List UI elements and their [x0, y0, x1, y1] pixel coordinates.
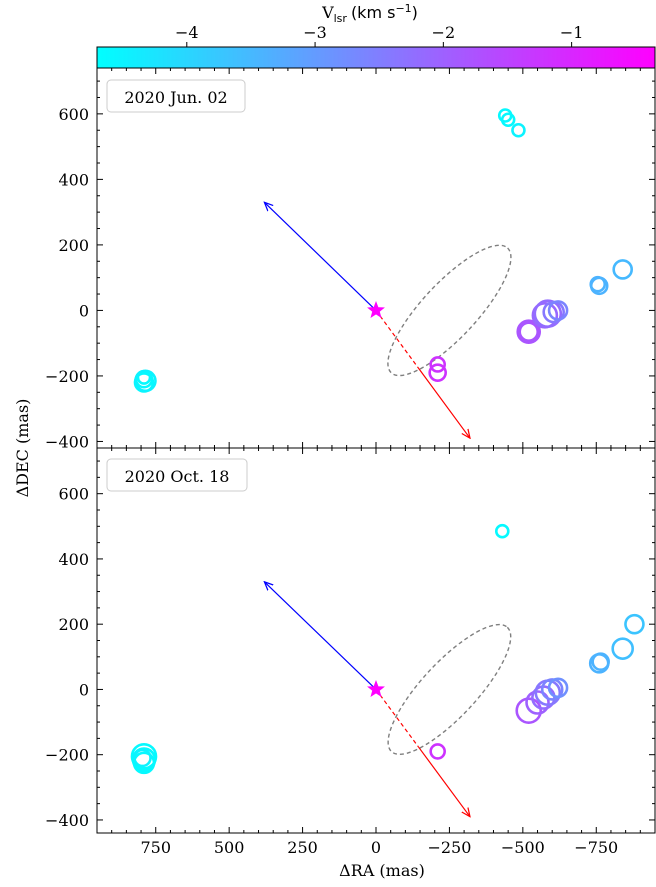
colorbar-tick-label: −4: [175, 23, 199, 42]
red-outflow-arrow: [417, 746, 470, 817]
maser-spot: [516, 319, 542, 345]
maser-spot: [547, 677, 569, 699]
maser-spot: [429, 743, 446, 760]
y-tick-label: 400: [58, 170, 89, 189]
y-tick-label: 600: [58, 105, 89, 124]
y-tick-label: 200: [58, 236, 89, 255]
maser-spot: [133, 748, 152, 768]
maser-spot: [134, 369, 157, 393]
maser-spot: [130, 743, 158, 770]
panel-bottom-title: 2020 Oct. 18: [125, 467, 230, 486]
panel-top: −400 −200 0 200 400 600 2020 Jun. 02: [45, 67, 656, 451]
x-tick-label: −250: [427, 838, 471, 857]
y-tick-label: 0: [79, 301, 89, 320]
panel-bottom: −400 −200 0 200 400 600 750 500 250 0 −250 −500 −750…: [45, 447, 656, 857]
x-tick-label: 500: [214, 838, 245, 857]
maser-spot: [533, 299, 563, 328]
maser-spot: [500, 112, 516, 128]
x-tick-label: −500: [501, 838, 545, 857]
x-tick-label: 0: [371, 838, 381, 857]
panel-ticks: −400 −200 0 200 400 600 750 500 250 0 −250 −500 −750: [45, 448, 655, 857]
colorbar-ticks: −4 −3 −2 −1: [175, 23, 583, 47]
y-tick-label: −400: [45, 432, 89, 451]
maser-spot: [132, 751, 156, 775]
panel-ticks: −400 −200 0 200 400 600: [45, 68, 655, 451]
colorbar-gradient: [96, 46, 656, 69]
maser-spot: [429, 356, 446, 373]
red-outflow-arrow-dashed: [375, 310, 419, 369]
colorbar: −4 −3 −2 −1 Vlsr (km s−1): [96, 2, 656, 69]
colorbar-tick-label: −1: [560, 23, 584, 42]
maser-spot: [515, 697, 543, 724]
star-icon: [367, 680, 385, 698]
disk-ellipse: [387, 623, 512, 756]
x-tick-label: 250: [287, 838, 318, 857]
y-tick-label: −400: [45, 811, 89, 830]
maser-spot: [624, 613, 645, 635]
red-outflow-arrow: [417, 367, 470, 438]
maser-spot: [518, 321, 540, 343]
panel-bottom-frame: [96, 447, 656, 834]
y-tick-label: 600: [58, 485, 89, 504]
panel-top-title: 2020 Jun. 02: [124, 88, 227, 107]
x-axis-title: ΔRA (mas): [339, 861, 425, 880]
maser-spot: [494, 523, 510, 539]
colorbar-tick-label: −3: [303, 23, 327, 42]
maser-spot: [131, 747, 157, 772]
y-axis-title: ΔDEC (mas): [13, 399, 32, 498]
panel-top-title-box: 2020 Jun. 02: [106, 79, 246, 113]
red-outflow-arrow-dashed: [375, 689, 419, 748]
y-tick-label: −200: [45, 367, 89, 386]
panel-bottom-title-box: 2020 Oct. 18: [106, 458, 248, 492]
blue-outflow-arrow: [264, 202, 377, 311]
y-tick-label: 0: [79, 680, 89, 699]
maser-spot: [589, 275, 607, 293]
maser-spot: [611, 637, 634, 660]
blue-outflow-arrow: [264, 582, 377, 690]
y-tick-label: 400: [58, 550, 89, 569]
maser-spot: [612, 259, 633, 280]
panel-top-frame: [96, 67, 656, 449]
disk-ellipse: [387, 244, 512, 377]
maser-spot: [428, 363, 447, 382]
colorbar-label: Vlsr (km s−1): [321, 2, 418, 25]
maser-spot: [547, 300, 569, 321]
x-tick-label: 750: [140, 838, 171, 857]
y-tick-label: 200: [58, 615, 89, 634]
x-tick-label: −750: [574, 838, 618, 857]
colorbar-tick-label: −2: [432, 23, 456, 42]
maser-spot: [591, 652, 610, 672]
maser-spot: [511, 122, 526, 138]
y-tick-label: −200: [45, 746, 89, 765]
star-icon: [367, 301, 385, 319]
maser-spot: [525, 690, 550, 715]
